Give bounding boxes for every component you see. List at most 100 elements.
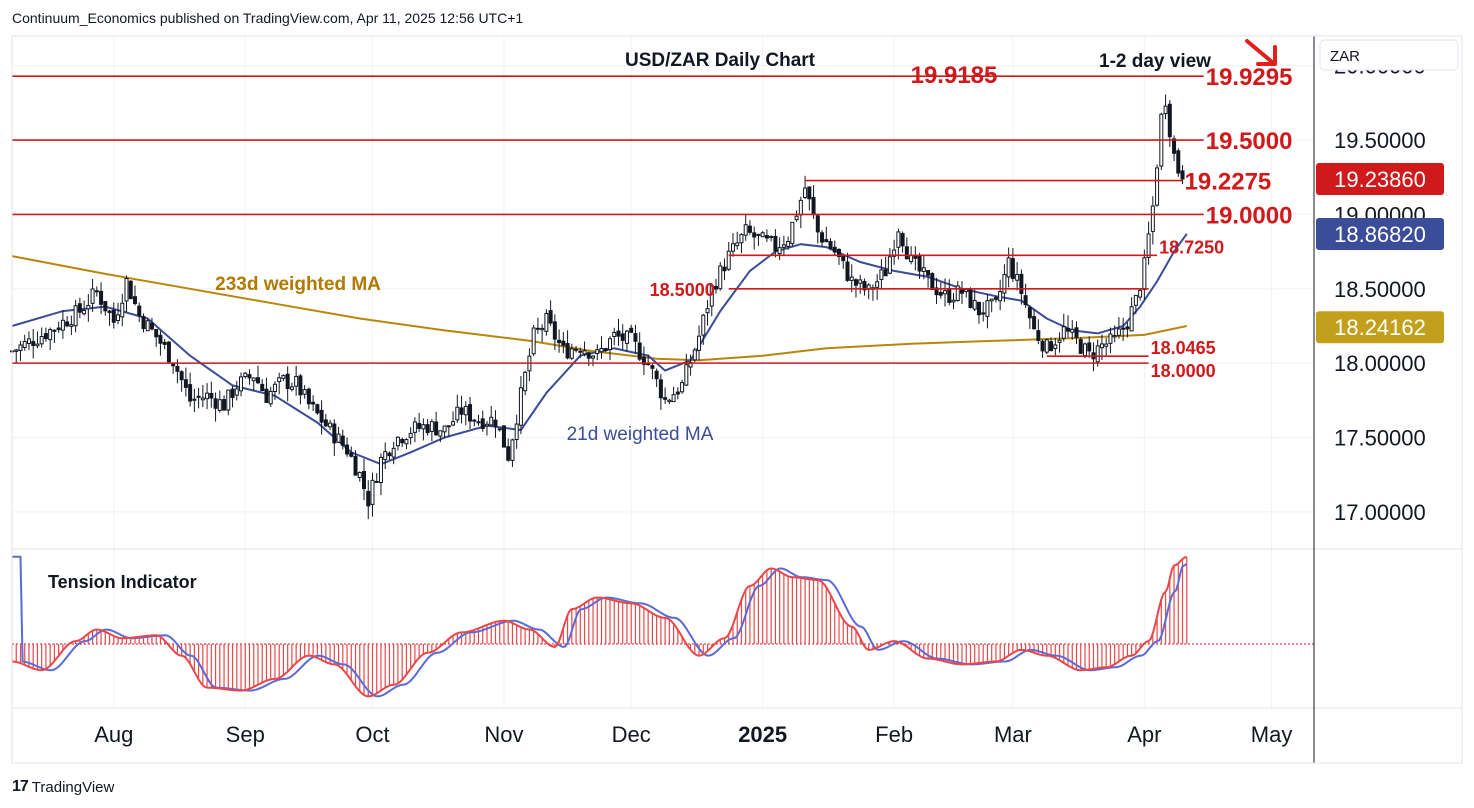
- candle-body: [1146, 233, 1151, 258]
- candle: [972, 287, 977, 312]
- candle-body: [446, 425, 451, 428]
- candle-body: [378, 456, 383, 484]
- candle: [849, 264, 854, 293]
- candle: [1167, 100, 1172, 147]
- candle-body: [760, 232, 765, 238]
- candle-body: [251, 377, 256, 382]
- candle: [158, 330, 163, 356]
- peak-label: 19.9185: [911, 62, 998, 89]
- candle-body: [781, 244, 786, 248]
- candle: [527, 348, 532, 382]
- candle: [1032, 308, 1037, 330]
- candle-body: [183, 379, 188, 388]
- candle: [599, 336, 604, 359]
- candle: [641, 346, 646, 376]
- candle: [701, 313, 706, 345]
- candle: [179, 370, 184, 392]
- candle-body: [1023, 295, 1028, 306]
- candle-body: [1036, 330, 1041, 341]
- candle: [383, 442, 388, 470]
- tradingview-logo[interactable]: 17 TradingView: [12, 778, 114, 796]
- price-badge-label: 19.23860: [1334, 167, 1426, 192]
- candle: [832, 240, 837, 255]
- candle-body: [790, 221, 795, 245]
- candle: [311, 395, 316, 412]
- candle: [900, 231, 905, 253]
- candle: [654, 368, 659, 387]
- candle-body: [192, 398, 197, 401]
- candle: [1150, 196, 1155, 245]
- candle: [128, 280, 133, 300]
- candle-body: [366, 490, 371, 507]
- candle-body: [48, 329, 53, 341]
- candle: [989, 298, 994, 313]
- candle: [493, 410, 498, 438]
- candle: [222, 395, 227, 411]
- candle-body: [90, 288, 95, 304]
- candle-body: [879, 269, 884, 280]
- candle: [446, 425, 451, 437]
- candle-body: [77, 303, 82, 313]
- candle: [120, 293, 125, 327]
- candle: [1087, 336, 1092, 358]
- candle-body: [701, 314, 706, 336]
- candle: [39, 327, 44, 348]
- candle-body: [1087, 342, 1092, 352]
- levels: 19.9295 19.5000 19.2275 19.0000 18.7250 18.50…: [12, 64, 1292, 381]
- candle: [959, 281, 964, 305]
- candle-body: [272, 383, 277, 393]
- candle-body: [807, 186, 812, 200]
- candle-body: [747, 225, 752, 233]
- candle: [26, 331, 31, 351]
- candle-body: [374, 480, 379, 483]
- candle-body: [714, 286, 719, 290]
- candle: [578, 347, 583, 359]
- candle-body: [357, 472, 362, 479]
- candle-body: [1040, 340, 1045, 352]
- candle: [251, 377, 256, 391]
- candle: [260, 379, 265, 392]
- candle-body: [989, 298, 994, 302]
- candle: [243, 372, 248, 379]
- level-label: 19.2275: [1185, 169, 1272, 196]
- candle-body: [277, 377, 282, 383]
- candle: [917, 252, 922, 279]
- candle: [841, 255, 846, 269]
- candle-body: [858, 279, 863, 284]
- candle-body: [451, 421, 456, 426]
- candle: [370, 472, 375, 517]
- candle-body: [506, 446, 511, 461]
- candle-body: [247, 374, 252, 379]
- candle-body: [1125, 326, 1130, 330]
- candle: [531, 324, 536, 357]
- candle: [616, 318, 621, 346]
- candle: [747, 220, 752, 235]
- candle: [607, 336, 612, 361]
- candle: [620, 324, 625, 350]
- candle: [858, 274, 863, 294]
- candle: [82, 300, 87, 316]
- candle-body: [328, 422, 333, 428]
- candle: [913, 246, 918, 271]
- candle: [879, 259, 884, 290]
- candle: [472, 418, 477, 427]
- candle: [807, 186, 812, 211]
- candle-body: [421, 424, 426, 430]
- candle-body: [972, 300, 977, 310]
- candle: [518, 376, 523, 435]
- candle: [111, 302, 116, 329]
- candle-body: [1044, 339, 1049, 353]
- candle-body: [769, 235, 774, 238]
- candle-body: [209, 392, 214, 399]
- candle-body: [624, 330, 629, 344]
- candle-body: [315, 404, 320, 414]
- candle-body: [116, 314, 121, 322]
- candle-body: [904, 246, 909, 260]
- candle: [272, 381, 277, 400]
- x-tick-label: Apr: [1127, 722, 1161, 747]
- candle: [141, 313, 146, 333]
- candle: [1138, 288, 1143, 301]
- candle-body: [535, 327, 540, 330]
- candle: [501, 425, 506, 448]
